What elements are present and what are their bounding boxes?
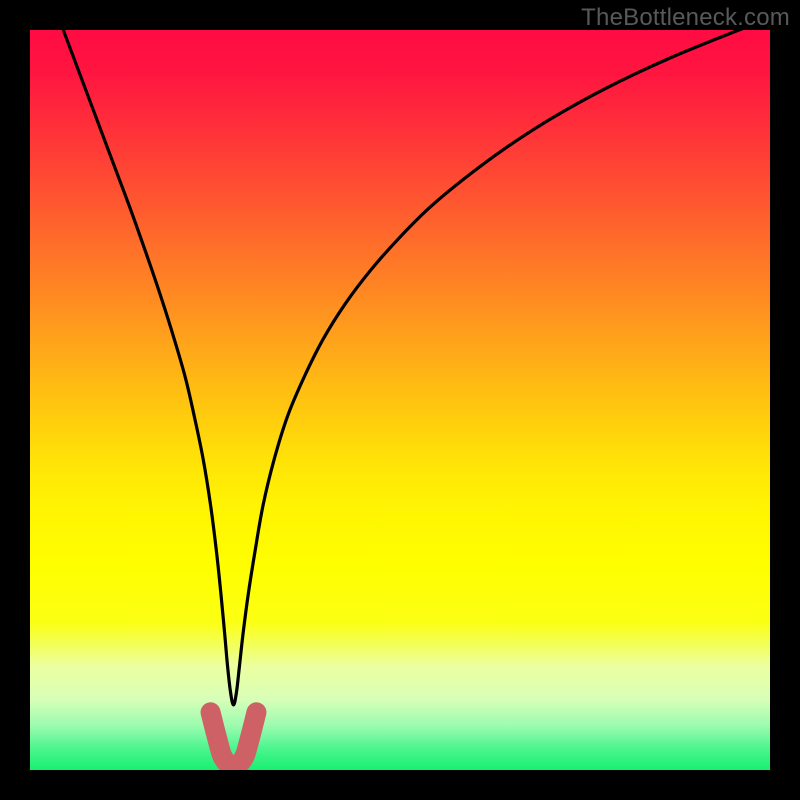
bottleneck-chart bbox=[30, 30, 770, 770]
frame-border-right bbox=[770, 0, 800, 800]
frame-border-left bbox=[0, 0, 30, 800]
frame-border-bottom bbox=[0, 770, 800, 800]
watermark-text: TheBottleneck.com bbox=[581, 4, 790, 32]
chart-background bbox=[30, 30, 770, 770]
